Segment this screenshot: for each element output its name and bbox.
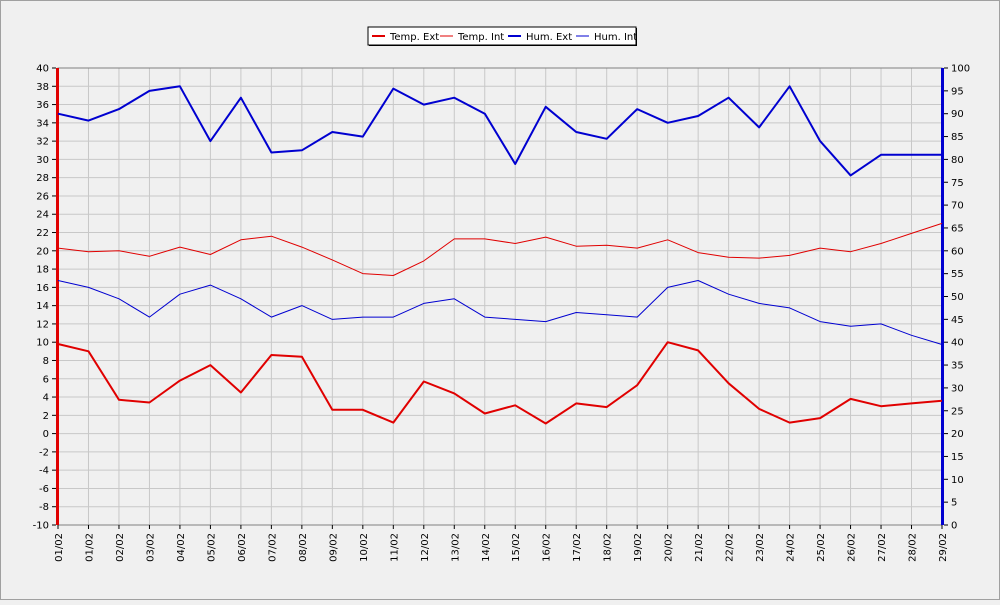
- left-axis-tick-label: 22: [36, 228, 49, 239]
- x-axis-tick-label: 17/02: [572, 533, 583, 562]
- left-axis-tick-label: 38: [36, 82, 49, 93]
- left-axis-tick-label: 12: [36, 319, 49, 330]
- left-axis-tick-label: 8: [43, 356, 49, 367]
- right-axis-tick-label: 30: [951, 383, 964, 394]
- left-axis-tick-label: 0: [43, 429, 49, 440]
- left-axis-tick-label: 32: [36, 137, 49, 148]
- right-axis-tick-label: 85: [951, 132, 964, 143]
- left-axis-tick-label: 26: [36, 191, 49, 202]
- x-axis-tick-label: 27/02: [877, 533, 888, 562]
- x-axis-tick-label: 25/02: [816, 533, 827, 562]
- x-axis-tick-label: 22/02: [725, 533, 736, 562]
- left-axis-tick-label: 40: [36, 64, 49, 75]
- left-axis-tick-label: 10: [36, 338, 49, 349]
- left-axis-tick-label: 30: [36, 155, 49, 166]
- right-axis-tick-label: 15: [951, 452, 964, 463]
- x-axis-tick-label: 13/02: [450, 533, 461, 562]
- right-axis-tick-label: 70: [951, 201, 964, 212]
- x-axis-tick-label: 23/02: [755, 533, 766, 562]
- x-axis-tick-label: 16/02: [542, 533, 553, 562]
- left-axis-tick-label: 16: [36, 283, 49, 294]
- right-axis-tick-label: 20: [951, 429, 964, 440]
- left-y-axis: -10-8-6-4-202468101214161820222426283032…: [33, 64, 59, 532]
- left-axis-tick-label: 14: [36, 301, 49, 312]
- x-axis-tick-label: 01/02: [84, 533, 95, 562]
- right-axis-tick-label: 50: [951, 292, 964, 303]
- x-axis-tick-label: 08/02: [298, 533, 309, 562]
- x-axis-tick-label: 15/02: [511, 533, 522, 562]
- left-axis-tick-label: 18: [36, 265, 49, 276]
- x-axis-tick-label: 11/02: [389, 533, 400, 562]
- x-axis-tick-label: 20/02: [664, 533, 675, 562]
- x-axis-tick-label: 29/02: [938, 533, 949, 562]
- x-axis-tick-label: 24/02: [786, 533, 797, 562]
- right-axis-tick-label: 60: [951, 246, 964, 257]
- x-axis-tick-label: 28/02: [908, 533, 919, 562]
- x-axis-tick-label: 26/02: [847, 533, 858, 562]
- x-axis-tick-label: 07/02: [267, 533, 278, 562]
- left-axis-tick-label: 28: [36, 173, 49, 184]
- left-axis-tick-label: 6: [43, 374, 49, 385]
- right-axis-tick-label: 80: [951, 155, 964, 166]
- right-axis-tick-label: 40: [951, 338, 964, 349]
- x-axis-tick-label: 05/02: [206, 533, 217, 562]
- right-axis-line: [941, 68, 944, 525]
- legend-label: Hum. Int: [594, 32, 637, 43]
- x-axis-tick-label: 21/02: [694, 533, 705, 562]
- right-axis-tick-label: 75: [951, 178, 964, 189]
- right-y-axis: 0 5 10 15 20 25 30 35 40 45 50 55 60 65 70 75 80 85 90 95 10…: [941, 64, 970, 532]
- x-axis: 01/02 01/02 02/02 03/02 04/02 05/02 06/02 07/02…: [54, 525, 949, 562]
- x-axis-tick-label: 10/02: [359, 533, 370, 562]
- left-axis-tick-label: -2: [39, 447, 49, 458]
- left-axis-tick-label: 20: [36, 246, 49, 257]
- left-axis-line: [56, 68, 59, 525]
- right-axis-tick-label: 0: [951, 521, 957, 532]
- right-axis-tick-label: 35: [951, 361, 964, 372]
- left-axis-tick-label: -10: [33, 521, 49, 532]
- x-axis-tick-label: 14/02: [481, 533, 492, 562]
- left-axis-tick-label: 34: [36, 118, 49, 129]
- right-axis-tick-label: 5: [951, 498, 957, 509]
- legend-label: Temp. Int: [457, 32, 504, 43]
- x-axis-tick-label: 03/02: [145, 533, 156, 562]
- x-axis-tick-label: 06/02: [237, 533, 248, 562]
- x-axis-tick-label: 02/02: [115, 533, 126, 562]
- right-axis-tick-label: 25: [951, 406, 964, 417]
- right-axis-tick-label: 95: [951, 86, 964, 97]
- x-axis-tick-label: 04/02: [176, 533, 187, 562]
- x-axis-tick-label: 12/02: [420, 533, 431, 562]
- left-axis-tick-label: 4: [43, 393, 49, 404]
- legend-label: Temp. Ext: [389, 32, 439, 43]
- x-axis-tick-label: 19/02: [633, 533, 644, 562]
- right-axis-tick-label: 55: [951, 269, 964, 280]
- left-axis-tick-label: 24: [36, 210, 49, 221]
- right-axis-tick-label: 45: [951, 315, 964, 326]
- left-axis-tick-label: -6: [39, 484, 49, 495]
- left-axis-tick-label: 2: [43, 411, 49, 422]
- x-axis-tick-label: 09/02: [328, 533, 339, 562]
- right-axis-tick-label: 100: [951, 64, 970, 75]
- left-axis-tick-label: -4: [39, 466, 49, 477]
- right-axis-tick-label: 90: [951, 109, 964, 120]
- left-axis-tick-label: -8: [39, 502, 49, 513]
- plot-area: [58, 68, 942, 525]
- right-axis-tick-label: 10: [951, 475, 964, 486]
- x-axis-tick-label: 01/02: [54, 533, 65, 562]
- x-axis-tick-label: 18/02: [603, 533, 614, 562]
- right-axis-tick-label: 65: [951, 223, 964, 234]
- legend-label: Hum. Ext: [526, 32, 572, 43]
- left-axis-tick-label: 36: [36, 100, 49, 111]
- legend: Temp. Ext Temp. Int Hum. Ext Hum. Int: [368, 27, 637, 46]
